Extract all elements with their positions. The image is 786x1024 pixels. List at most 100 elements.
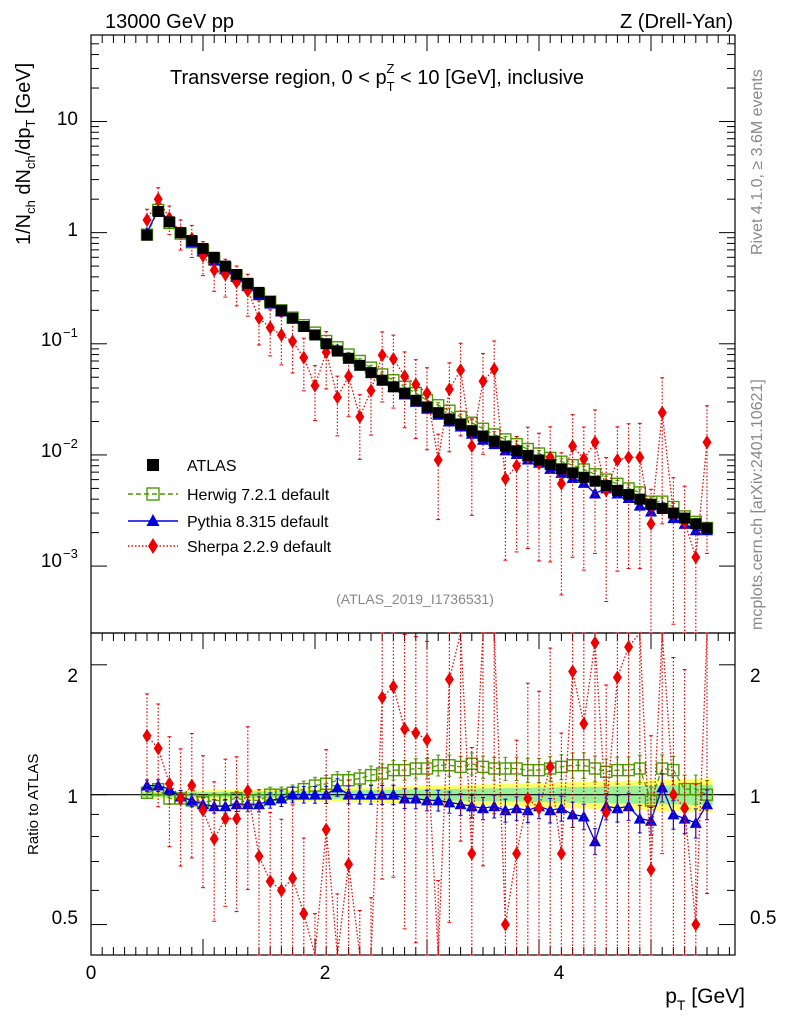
main-point-sherpa bbox=[422, 386, 432, 401]
main-point-pythia bbox=[589, 487, 601, 499]
ratio-point-pythia bbox=[297, 788, 310, 800]
main-point-sherpa bbox=[276, 327, 286, 342]
main-point-atlas bbox=[567, 467, 579, 479]
ratio-point-sherpa bbox=[467, 846, 477, 861]
ratio-point-pythia bbox=[365, 788, 377, 800]
ratio-point-sherpa bbox=[299, 906, 309, 921]
main-point-sherpa bbox=[209, 263, 219, 278]
ratio-point-pythia bbox=[611, 802, 624, 814]
ratio-point-pythia bbox=[353, 788, 366, 800]
ratio-point-sherpa bbox=[545, 759, 555, 774]
ratio-point-pythia bbox=[432, 794, 445, 806]
main-point-atlas bbox=[208, 251, 220, 263]
main-point-sherpa bbox=[590, 435, 600, 450]
main-point-sherpa bbox=[388, 351, 398, 366]
ratio-point-sherpa bbox=[288, 871, 298, 886]
main-point-atlas bbox=[578, 471, 590, 483]
x-tick-label: 4 bbox=[554, 963, 565, 984]
ratio-point-sherpa bbox=[377, 690, 387, 705]
main-point-sherpa bbox=[400, 369, 410, 384]
main-point-atlas bbox=[432, 407, 444, 419]
ratio-point-pythia bbox=[331, 781, 344, 793]
main-point-sherpa bbox=[500, 471, 510, 486]
ratio-point-sherpa bbox=[579, 716, 589, 731]
main-point-atlas bbox=[365, 367, 377, 379]
legend-marker-sherpa bbox=[148, 538, 158, 554]
ratio-point-pythia bbox=[689, 816, 702, 828]
main-point-sherpa bbox=[265, 320, 275, 335]
ratio-point-pythia bbox=[208, 800, 221, 812]
mcplots-source-label: mcplots.cern.ch [arXiv:2401.10621] bbox=[749, 379, 766, 630]
main-point-atlas bbox=[287, 312, 299, 324]
ratio-point-sherpa bbox=[646, 862, 656, 877]
main-point-sherpa bbox=[254, 311, 264, 326]
main-point-sherpa bbox=[624, 450, 634, 465]
ratio-point-sherpa bbox=[523, 791, 533, 806]
main-y-tick-label: 10 bbox=[41, 551, 62, 572]
ratio-point-pythia bbox=[454, 798, 467, 810]
main-point-atlas bbox=[679, 512, 691, 524]
ratio-plot-marks bbox=[140, 631, 714, 956]
ratio-point-pythia bbox=[230, 798, 243, 810]
ratio-point-sherpa bbox=[220, 811, 230, 826]
main-point-atlas bbox=[343, 352, 355, 364]
ratio-point-pythia bbox=[398, 792, 411, 804]
main-y-tick-label: 10 bbox=[41, 330, 62, 351]
main-point-atlas bbox=[197, 242, 209, 254]
ratio-point-sherpa bbox=[209, 831, 219, 846]
legend-marker-herwig bbox=[146, 487, 160, 501]
ratio-panel-frame bbox=[90, 632, 736, 956]
main-point-atlas bbox=[163, 216, 175, 228]
main-plot-title: Transverse region, 0 < pTZ < 10 [GeV], i… bbox=[170, 61, 584, 94]
main-y-tick-exponent: −2 bbox=[63, 436, 78, 451]
ratio-point-sherpa bbox=[444, 672, 454, 687]
ratio-point-sherpa bbox=[680, 801, 690, 816]
main-point-atlas bbox=[298, 321, 310, 333]
x-axis-label: pT [GeV] bbox=[665, 985, 745, 1013]
ratio-point-sherpa bbox=[568, 664, 578, 679]
main-point-atlas bbox=[152, 205, 164, 217]
legend-label-pythia: Pythia 8.315 default bbox=[187, 514, 329, 531]
ratio-point-pythia bbox=[320, 788, 333, 800]
main-point-sherpa bbox=[310, 378, 320, 393]
main-point-sherpa bbox=[646, 516, 656, 531]
ratio-point-sherpa bbox=[164, 776, 174, 791]
legend-label-herwig: Herwig 7.2.1 default bbox=[187, 487, 330, 504]
ratio-point-sherpa bbox=[590, 635, 600, 650]
main-point-atlas bbox=[175, 227, 187, 239]
main-point-atlas bbox=[186, 234, 198, 246]
main-point-atlas bbox=[399, 387, 411, 399]
main-plot-marks bbox=[140, 187, 714, 634]
main-point-atlas bbox=[231, 269, 243, 281]
legend-marker-atlas bbox=[147, 459, 159, 471]
main-point-atlas bbox=[533, 454, 545, 466]
ratio-point-sherpa bbox=[153, 741, 163, 756]
main-point-atlas bbox=[690, 518, 702, 530]
ratio-y-tick-label: 0.5 bbox=[750, 908, 776, 929]
main-point-atlas bbox=[544, 459, 556, 471]
main-point-atlas bbox=[264, 296, 276, 308]
main-point-atlas bbox=[320, 338, 332, 350]
ratio-y-tick-labels-left: 0.5 1 2 bbox=[52, 666, 78, 929]
ratio-point-sherpa bbox=[556, 846, 566, 861]
main-y-tick-label: 10 bbox=[57, 109, 78, 130]
main-point-sherpa bbox=[332, 390, 342, 405]
main-point-atlas bbox=[376, 374, 388, 386]
ratio-point-sherpa bbox=[400, 721, 410, 736]
x-tick-labels: 0 2 4 bbox=[86, 963, 565, 984]
main-point-atlas bbox=[242, 277, 254, 289]
ratio-point-sherpa bbox=[512, 846, 522, 861]
main-point-sherpa bbox=[456, 363, 466, 378]
header-right-label: Z (Drell-Yan) bbox=[620, 11, 733, 33]
main-point-sherpa bbox=[579, 451, 589, 466]
main-point-sherpa bbox=[702, 435, 712, 450]
ratio-point-sherpa bbox=[142, 728, 152, 743]
ratio-y-tick-label: 0.5 bbox=[52, 908, 78, 929]
ratio-point-sherpa bbox=[187, 778, 197, 793]
ratio-point-sherpa bbox=[624, 639, 634, 654]
main-point-atlas bbox=[466, 425, 478, 437]
axis-ticks bbox=[90, 34, 735, 955]
ratio-y-tick-labels-right: 0.5 1 2 bbox=[750, 666, 776, 929]
main-point-atlas bbox=[421, 401, 433, 413]
